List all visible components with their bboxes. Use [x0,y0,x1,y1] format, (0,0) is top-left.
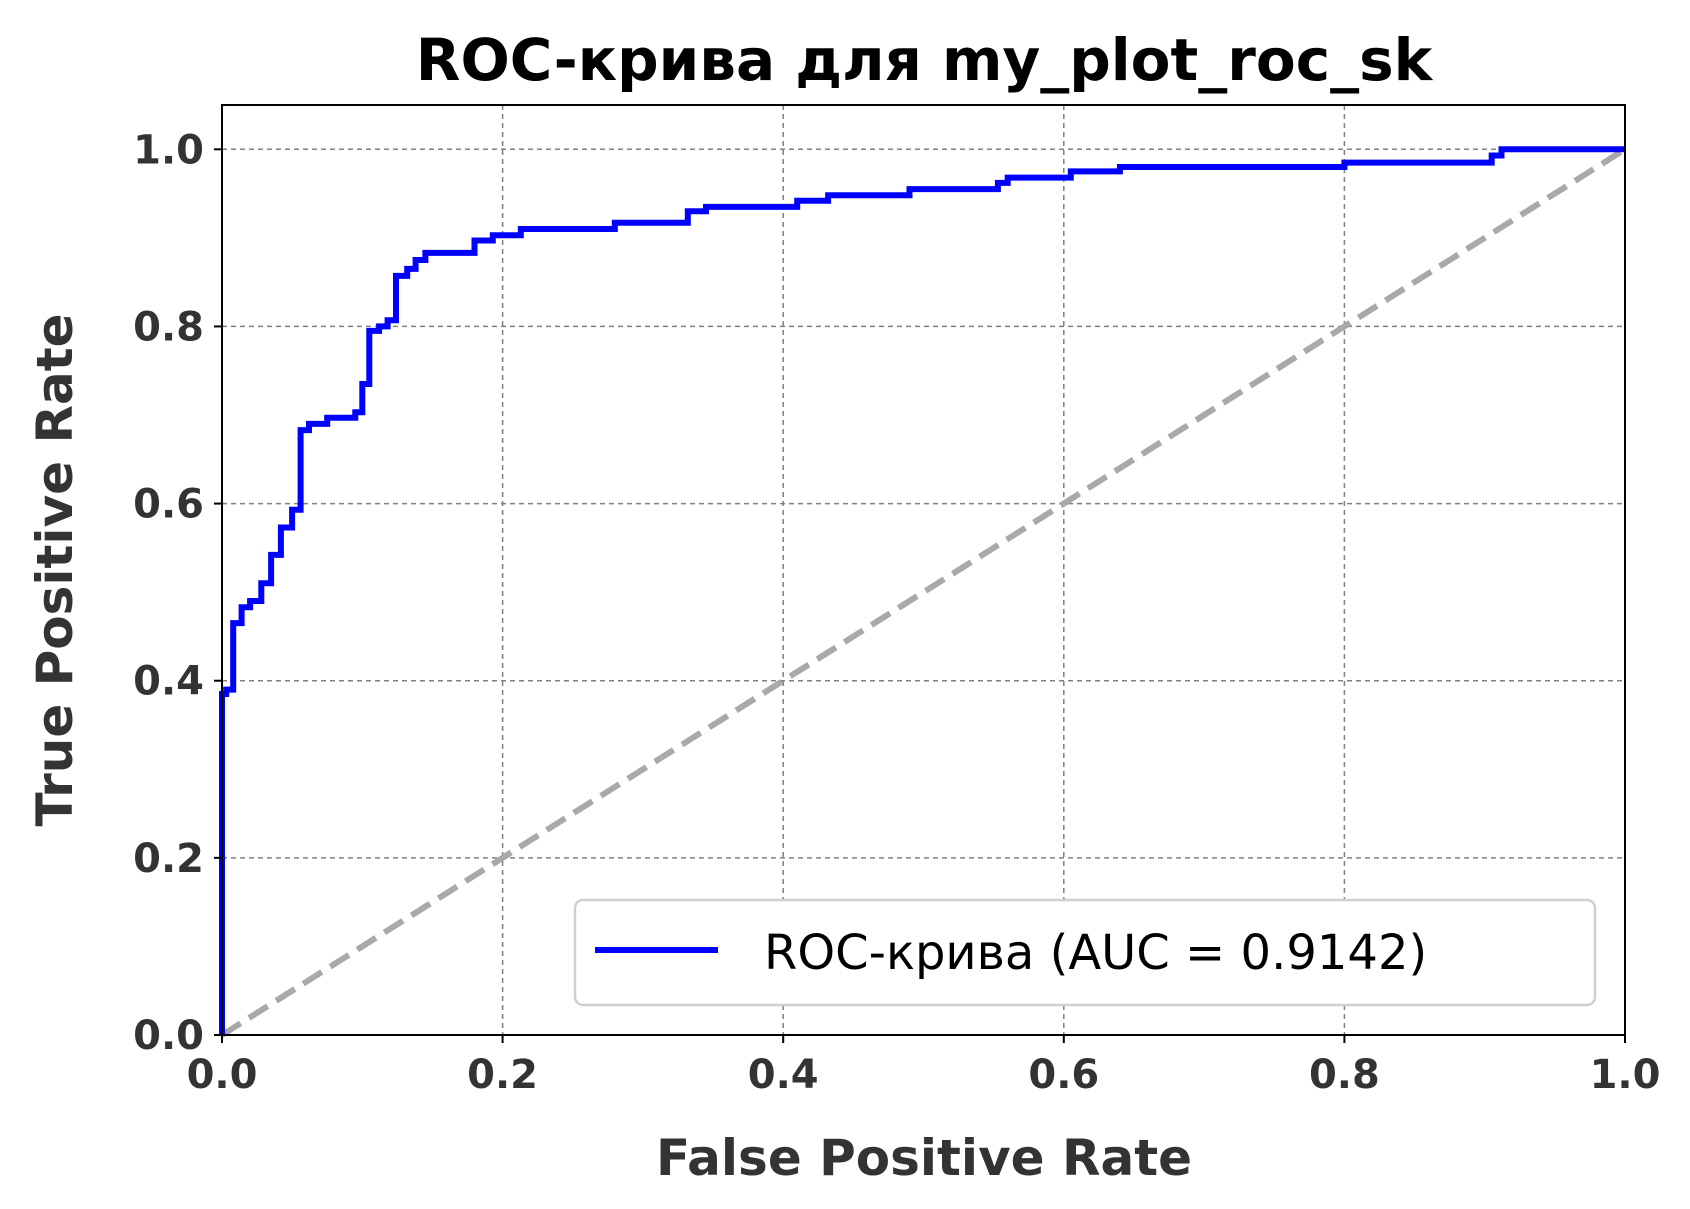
y-tick-label: 0.0 [133,1013,204,1059]
y-tick-label: 0.2 [133,836,204,882]
legend-box [573,898,1597,1007]
roc-curve-line [219,146,1625,1035]
x-tick-label: 0.4 [748,1052,819,1098]
y-axis-label: True Positive Rate [26,313,84,826]
legend-label-roc: ROC-крива (AUC = 0.9142) [764,925,1427,981]
y-tick-label: 0.4 [133,659,204,705]
plot-area [222,105,1625,1035]
x-tick-label: 1.0 [1590,1052,1661,1098]
x-tick-label: 0.8 [1309,1052,1380,1098]
ticks: 0.0 0.2 0.4 0.6 0.8 1.0 0.0 0.2 0.4 0.6 0.8 1.0 [133,127,1660,1098]
x-axis-label: False Positive Rate [656,1129,1192,1187]
diagonal-reference-line [220,146,1627,1038]
series-layer [219,146,1627,1038]
y-tick-label: 0.8 [133,304,204,350]
legend: ROC-крива (AUC = 0.9142) [573,898,1597,1007]
y-tick-label: 0.6 [133,482,204,528]
x-tick-label: 0.6 [1028,1052,1099,1098]
plot-frame [221,104,1626,1036]
chart-title: ROC-крива для my_plot_roc_sk [416,26,1434,94]
y-tick-label: 1.0 [133,127,204,173]
x-tick-label: 0.0 [187,1052,258,1098]
x-tick-label: 0.2 [467,1052,538,1098]
